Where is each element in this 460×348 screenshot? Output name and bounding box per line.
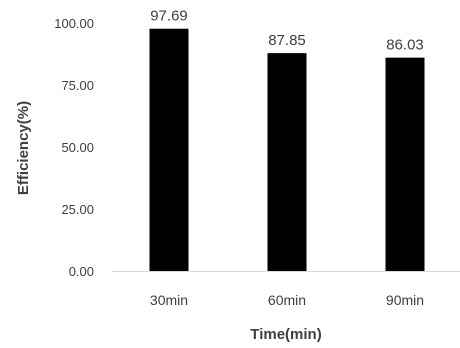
y-axis-title: Efficiency(%): [15, 101, 32, 195]
y-tick-label: 100.00: [54, 16, 94, 31]
x-axis-category-labels: 30min 60min 90min: [150, 292, 424, 308]
bar: [149, 28, 189, 271]
bars: [149, 28, 425, 271]
x-tick-label: 30min: [150, 292, 188, 308]
bar-value-label: 97.69: [150, 8, 188, 25]
value-labels: 97.69 87.85 86.03: [150, 8, 424, 54]
y-tick-label: 75.00: [61, 78, 94, 93]
bar-value-label: 87.85: [268, 32, 306, 49]
x-tick-label: 60min: [268, 292, 306, 308]
bar: [267, 53, 307, 271]
y-tick-label: 0.00: [69, 264, 94, 279]
y-tick-label: 25.00: [61, 202, 94, 217]
y-axis-ticks: 0.00 25.00 50.00 75.00 100.00: [54, 16, 94, 279]
bar: [385, 57, 425, 271]
x-tick-label: 90min: [386, 292, 424, 308]
x-axis-title: Time(min): [250, 326, 321, 343]
y-tick-label: 50.00: [61, 140, 94, 155]
bar-value-label: 86.03: [386, 37, 424, 54]
